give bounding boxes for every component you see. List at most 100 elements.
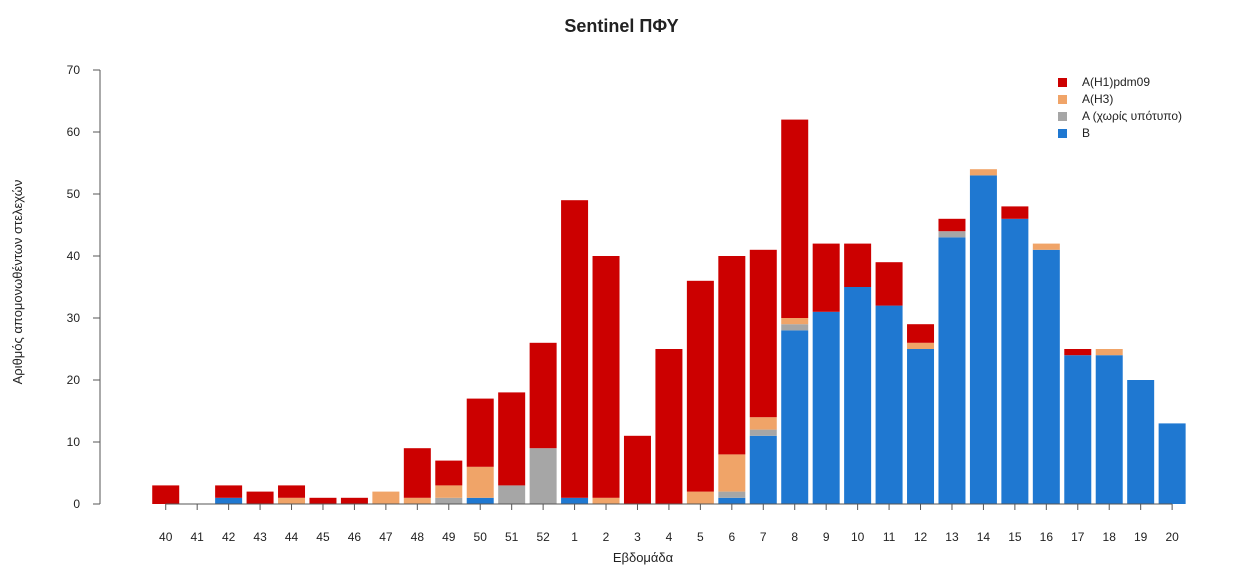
bar-stack (466, 398, 494, 504)
bar-segment (340, 497, 368, 504)
bar-segment (246, 491, 274, 504)
bar-segment (498, 392, 526, 486)
bar-stack (718, 256, 746, 504)
bar-segment (278, 485, 306, 498)
bar-stack (372, 491, 400, 504)
bar-stack (655, 349, 683, 504)
y-tick-label: 70 (67, 63, 81, 77)
bar-segment (938, 237, 966, 504)
bar-stack (309, 497, 337, 504)
bar-segment (907, 342, 935, 349)
bar-stack (340, 497, 368, 504)
x-tick-label: 49 (442, 530, 456, 544)
bar-segment (435, 460, 463, 486)
bar-segment (875, 305, 903, 504)
bar-segment (435, 485, 463, 498)
bar-stack (781, 119, 809, 504)
x-tick-label: 7 (760, 530, 767, 544)
legend: A(H1)pdm09 A(H3) A (χωρίς υπότυπο) B (1058, 75, 1182, 140)
legend-label: B (1082, 126, 1090, 140)
bar-stack (749, 249, 777, 504)
bar-stack (686, 280, 714, 504)
x-tick-label: 45 (316, 530, 330, 544)
bar-segment (718, 497, 746, 504)
bar-stack (1095, 349, 1123, 504)
bar-stack (969, 169, 997, 504)
bar-segment (1127, 380, 1155, 504)
bar-stack (215, 485, 243, 504)
x-tick-label: 9 (823, 530, 830, 544)
bar-segment (1032, 249, 1060, 504)
bar-segment (844, 243, 872, 287)
x-tick-label: 46 (348, 530, 362, 544)
bar-segment (749, 417, 777, 430)
bar-stack (1064, 349, 1092, 504)
x-tick-label: 52 (536, 530, 550, 544)
bar-segment (875, 262, 903, 306)
bar-segment (215, 485, 243, 498)
bar-segment (1064, 355, 1092, 504)
x-tick-label: 6 (728, 530, 735, 544)
x-tick-label: 5 (697, 530, 704, 544)
bar-segment (1158, 423, 1186, 504)
x-tick-label: 10 (851, 530, 865, 544)
y-tick-label: 0 (73, 497, 80, 511)
bar-segment (781, 330, 809, 504)
bar-segment (529, 448, 557, 504)
bar-stack (152, 485, 180, 504)
bar-segment (749, 429, 777, 436)
bar-segment (1001, 206, 1029, 219)
y-axis: 0 10 20 30 40 50 60 70 (67, 63, 101, 511)
bar-segment (812, 311, 840, 504)
x-tick-label: 8 (791, 530, 798, 544)
bar-segment (592, 256, 620, 498)
x-tick-label: 1 (571, 530, 578, 544)
bar-segment (718, 491, 746, 498)
x-tick-label: 44 (285, 530, 299, 544)
x-axis-title: Εβδομάδα (613, 550, 674, 565)
bar-stack (1158, 423, 1186, 504)
legend-label: A(H1)pdm09 (1082, 75, 1150, 89)
x-tick-label: 14 (977, 530, 991, 544)
bar-segment (152, 485, 180, 504)
legend-swatch (1058, 129, 1067, 138)
bar-segment (749, 435, 777, 504)
bar-segment (561, 497, 589, 504)
bar-segment (969, 169, 997, 176)
bar-stack (561, 200, 589, 504)
x-tick-label: 50 (474, 530, 488, 544)
bar-stack (938, 218, 966, 504)
bar-segment (278, 497, 306, 504)
bar-segment (844, 287, 872, 504)
bar-segment (403, 497, 431, 504)
x-axis: 40 41 42 43 44 45 46 47 48 49 50 51 52 1 2 3 4 5 6 7 8 9 10 11 1… (159, 503, 1179, 544)
x-tick-label: 16 (1040, 530, 1054, 544)
bar-segment (561, 200, 589, 498)
bar-segment (1095, 349, 1123, 356)
bar-segment (969, 175, 997, 504)
bar-segment (1032, 243, 1060, 250)
legend-swatch (1058, 112, 1067, 121)
bar-segment (215, 497, 243, 504)
x-tick-label: 15 (1008, 530, 1022, 544)
bar-segment (655, 349, 683, 504)
bar-segment (592, 497, 620, 504)
bar-segment (781, 318, 809, 325)
bar-segment (1064, 349, 1092, 356)
x-tick-label: 4 (666, 530, 673, 544)
bar-stack (1001, 206, 1029, 505)
bar-segment (781, 324, 809, 331)
bar-segment (466, 497, 494, 504)
bar-segment (498, 485, 526, 504)
bar-segment (938, 231, 966, 238)
bar-segment (623, 435, 651, 504)
y-tick-label: 30 (67, 311, 81, 325)
x-tick-label: 43 (253, 530, 267, 544)
bar-stack (278, 485, 306, 504)
x-tick-label: 17 (1071, 530, 1085, 544)
bar-segment (686, 280, 714, 492)
legend-swatch (1058, 78, 1067, 87)
legend-label: A(H3) (1082, 92, 1113, 106)
x-tick-label: 11 (883, 530, 896, 544)
